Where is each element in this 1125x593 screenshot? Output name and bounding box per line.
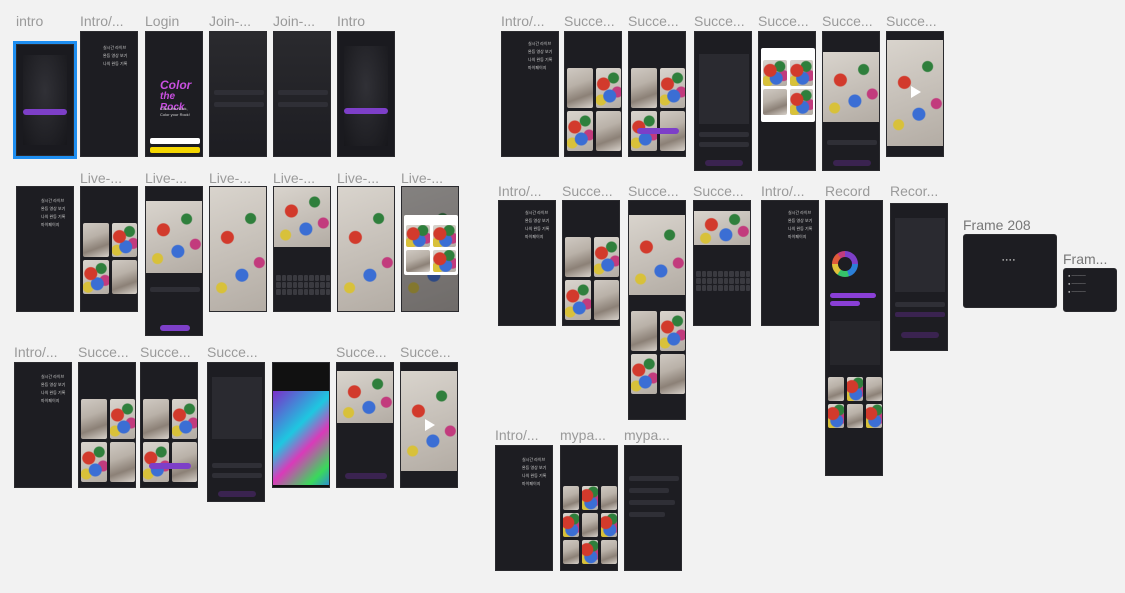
frame-label-succe-13[interactable]: Succe...	[628, 183, 679, 199]
frame-label-live-5[interactable]: Live-...	[337, 170, 380, 186]
frame-live-5[interactable]	[337, 186, 395, 312]
frame-label-intro-4[interactable]: Intro/...	[14, 344, 58, 360]
frame-intro-4[interactable]: 실시간 라이브 완등 영상 보기 나의 완등 기록 마이페이지	[14, 362, 72, 488]
frame-label-succe-6[interactable]: Succe...	[564, 13, 615, 29]
frame-live-6[interactable]	[401, 186, 459, 312]
frame-login[interactable]: Color the Rock Color the Rock, Color your…	[145, 31, 203, 157]
frame-succe-3[interactable]	[207, 362, 265, 502]
frame-label-login[interactable]: Login	[145, 13, 180, 29]
frame-label-intro-8[interactable]: Intro/...	[495, 427, 539, 443]
frame-label-record[interactable]: Record	[825, 183, 871, 199]
frame-label-succe-14[interactable]: Succe...	[693, 183, 744, 199]
play-icon[interactable]	[911, 86, 921, 98]
frame-live-1[interactable]	[80, 186, 138, 312]
frame-succe-5[interactable]	[400, 362, 458, 488]
frame-label-join-1[interactable]: Join-...	[209, 13, 252, 29]
frame-label-succe-9[interactable]: Succe...	[758, 13, 809, 29]
menu-list: 실시간 라이브 완등 영상 보기 나의 완등 기록 마이페이지	[41, 374, 66, 403]
frame-label-succe-5[interactable]: Succe...	[400, 344, 451, 360]
frame-label-succe-8[interactable]: Succe...	[694, 13, 745, 29]
frame-label-frame-208[interactable]: Frame 208	[963, 217, 1031, 233]
frame-succe-11[interactable]	[886, 31, 944, 157]
frame-label-succe-4[interactable]: Succe...	[336, 344, 387, 360]
frame-intro-7[interactable]: 실시간 라이브 완등 영상 보기 나의 완등 기록 마이페이지	[761, 200, 819, 326]
frame-succe-6[interactable]	[564, 31, 622, 157]
frame-label-live-3[interactable]: Live-...	[209, 170, 252, 186]
frame-live-4[interactable]	[273, 186, 331, 312]
frame-label-live-6[interactable]: Live-...	[401, 170, 444, 186]
frame-mypa-2[interactable]	[624, 445, 682, 571]
frame-intro[interactable]	[13, 41, 77, 159]
frame-label-live-2[interactable]: Live-...	[145, 170, 188, 186]
frame-succe-9[interactable]	[758, 31, 816, 171]
frame-label-fram[interactable]: Fram...	[1063, 251, 1108, 267]
frame-208[interactable]: ● ● ● ●	[963, 234, 1057, 308]
frame-label-intro-5[interactable]: Intro/...	[501, 13, 545, 29]
menu-list: 실시간 라이브 완등 영상 보기 나의 완등 기록	[103, 45, 128, 66]
frame-label-succe-7[interactable]: Succe...	[628, 13, 679, 29]
frame-label-live-1[interactable]: Live-...	[80, 170, 123, 186]
frame-join-1[interactable]	[209, 31, 267, 157]
frame-succe-14[interactable]	[693, 200, 751, 326]
tagline-2: Color your Rock!	[160, 112, 190, 117]
frame-intro-6[interactable]: 실시간 라이브 완등 영상 보기 나의 완등 기록 마이페이지	[498, 200, 556, 326]
frame-label-succe-2[interactable]: Succe...	[140, 344, 191, 360]
tagline-1: Color the Rock,	[160, 106, 188, 111]
frame-succe-2[interactable]	[140, 362, 198, 488]
frame-label-succe-11[interactable]: Succe...	[886, 13, 937, 29]
frame-intro-8[interactable]: 실시간 라이브 완등 영상 보기 나의 완등 기록 마이페이지	[495, 445, 553, 571]
menu-list: 실시간 라이브 완등 영상 보기 나의 완등 기록 마이페이지	[525, 210, 550, 239]
frame-label-recor[interactable]: Recor...	[890, 183, 939, 199]
frame-fram[interactable]: ● ───── ● ───── ● ─────	[1063, 268, 1117, 312]
frame-succe-1[interactable]	[78, 362, 136, 488]
frame-label-live-4[interactable]: Live-...	[273, 170, 316, 186]
frame-mypa-1[interactable]	[560, 445, 618, 571]
frame-live-2[interactable]	[145, 186, 203, 336]
frame-label-mypa-1[interactable]: mypa...	[560, 427, 606, 443]
frame-label-intro-2[interactable]: Intro/...	[80, 13, 124, 29]
frame-label-intro[interactable]: intro	[16, 13, 44, 29]
frame-intro-menu[interactable]: 실시간 라이브 완등 영상 보기 나의 완등 기록	[80, 31, 138, 157]
frame-label-succe-12[interactable]: Succe...	[562, 183, 613, 199]
frame-intro-3[interactable]	[337, 31, 395, 157]
frame-menu-open[interactable]: 실시간 라이브 완등 영상 보기 나의 완등 기록 마이페이지	[16, 186, 74, 312]
frame-label-succe-3[interactable]: Succe...	[207, 344, 258, 360]
frame-succe-8[interactable]	[694, 31, 752, 171]
frame-join-2[interactable]	[273, 31, 331, 157]
play-icon[interactable]	[425, 419, 435, 431]
frame-record[interactable]	[825, 200, 883, 476]
frame-succe-7[interactable]	[628, 31, 686, 157]
frame-succe-13[interactable]	[628, 200, 686, 420]
frame-recor[interactable]	[890, 203, 948, 351]
frame-label-succe-10[interactable]: Succe...	[822, 13, 873, 29]
frame-intro-5[interactable]: 실시간 라이브 완등 영상 보기 나의 완등 기록 마이페이지	[501, 31, 559, 157]
frame-label-intro-3[interactable]: Intro	[337, 13, 366, 29]
kakao-login-button[interactable]	[150, 147, 200, 153]
frame-label-intro-7[interactable]: Intro/...	[761, 183, 805, 199]
menu-list: 실시간 라이브 완등 영상 보기 나의 완등 기록 마이페이지	[522, 457, 547, 486]
app-logo: Color the Rock	[160, 78, 192, 113]
frame-label-succe-1[interactable]: Succe...	[78, 344, 129, 360]
frame-succe-10[interactable]	[822, 31, 880, 171]
frame-label-mypa-2[interactable]: mypa...	[624, 427, 670, 443]
frame-gallery[interactable]	[272, 362, 330, 488]
menu-list: 실시간 라이브 완등 영상 보기 나의 완등 기록 마이페이지	[41, 198, 66, 227]
frame-live-3[interactable]	[209, 186, 267, 312]
login-input[interactable]	[150, 138, 200, 144]
menu-list: 실시간 라이브 완등 영상 보기 나의 완등 기록 마이페이지	[788, 210, 813, 239]
frame-succe-12[interactable]	[562, 200, 620, 326]
frame-label-intro-6[interactable]: Intro/...	[498, 183, 542, 199]
frame-succe-4[interactable]	[336, 362, 394, 488]
menu-list: 실시간 라이브 완등 영상 보기 나의 완등 기록 마이페이지	[528, 41, 553, 70]
frame-label-join-2[interactable]: Join-...	[273, 13, 316, 29]
